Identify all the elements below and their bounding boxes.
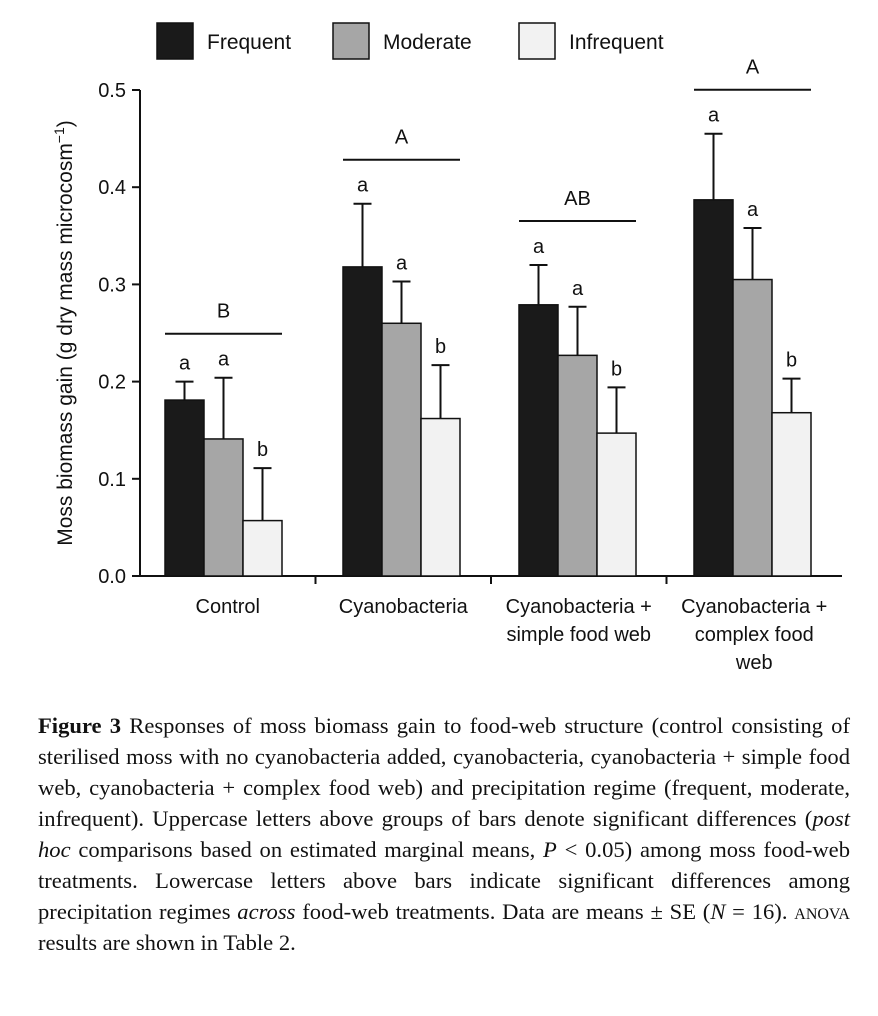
figure-caption: Figure 3 Responses of moss biomass gain …	[38, 710, 850, 958]
group-letter: A	[746, 57, 760, 79]
y-tick-label: 0.5	[98, 80, 126, 102]
group-letter: A	[395, 127, 409, 149]
y-axis-label: Moss biomass gain (g dry mass microcosm−…	[51, 120, 77, 546]
x-category-label: web	[735, 652, 773, 674]
caption-label: Figure 3	[38, 713, 122, 738]
bar-infrequent	[596, 432, 637, 577]
significance-letters: a a b Ba a b Aa a b AB a a b A	[165, 57, 811, 461]
x-axis: Control Cyanobacteria Cyanobacteria + simpl…	[140, 575, 842, 674]
bar-letter: a	[533, 236, 545, 258]
bar-letter: a	[218, 349, 230, 371]
legend-label: Frequent	[207, 31, 291, 54]
bar-moderate	[557, 354, 598, 577]
legend: Frequent Moderate Infrequent	[156, 22, 664, 60]
x-category-label: Cyanobacteria +	[506, 596, 652, 618]
bars	[164, 132, 812, 577]
bar-infrequent	[420, 417, 461, 577]
bar-letter: b	[257, 439, 268, 461]
y-tick-label: 0.2	[98, 372, 126, 394]
bar-letter: b	[786, 350, 797, 372]
x-category-label: complex food	[695, 624, 814, 646]
bar-letter: b	[435, 336, 446, 358]
y-tick-label: 0.1	[98, 469, 126, 491]
group-letter: B	[217, 301, 230, 323]
legend-label: Moderate	[383, 31, 472, 54]
caption-italic-1: post hoc	[38, 806, 850, 862]
y-tick-label: 0.4	[98, 177, 126, 199]
bar-chart: Frequent Moderate Infrequent 0.00.10.20.30…	[51, 22, 842, 674]
bar-letter: a	[396, 252, 408, 274]
legend-swatch-moderate	[332, 22, 370, 60]
caption-italic-3: across	[237, 899, 296, 924]
y-axis-label-group: Moss biomass gain (g dry mass microcosm−…	[51, 120, 77, 546]
caption-text-6: results are shown in Table 2.	[38, 930, 296, 955]
caption-text-4: food-web treatments. Data are means ± SE…	[295, 899, 711, 924]
bar-frequent	[164, 399, 205, 577]
y-tick-label: 0.3	[98, 274, 126, 296]
caption-italic-4: N	[710, 899, 726, 924]
legend-swatch-frequent	[156, 22, 194, 60]
x-category-label: Cyanobacteria	[339, 596, 469, 618]
bar-letter: a	[747, 199, 759, 221]
caption-text-1: Responses of moss biomass gain to food-w…	[38, 713, 850, 831]
bar-frequent	[518, 304, 559, 577]
caption-smallcaps: anova	[794, 899, 850, 924]
group-letter: AB	[564, 188, 591, 210]
bar-letter: a	[357, 175, 369, 197]
bar-infrequent	[242, 519, 283, 577]
bar-frequent	[342, 266, 383, 577]
bar-moderate	[203, 438, 244, 577]
caption-text-2: comparisons based on estimated marginal …	[70, 837, 544, 862]
caption-text-3: < 0.05) among moss food-web treatments. …	[38, 837, 851, 924]
bar-frequent	[693, 199, 734, 577]
bar-infrequent	[771, 411, 812, 577]
x-category-label: Cyanobacteria +	[681, 596, 827, 618]
bar-letter: a	[572, 278, 584, 300]
legend-swatch-infrequent	[518, 22, 556, 60]
caption-italic-2: P	[543, 837, 557, 862]
bar-moderate	[732, 278, 773, 577]
bar-letter: b	[611, 358, 622, 380]
legend-label: Infrequent	[569, 31, 664, 54]
x-category-label: Control	[196, 596, 260, 618]
bar-moderate	[381, 322, 422, 577]
bar-letter: a	[708, 105, 720, 127]
y-tick-label: 0.0	[98, 566, 126, 588]
y-axis: 0.0 0.1 0.2 0.3 0.4 0.5	[98, 80, 141, 588]
x-category-label: simple food web	[506, 624, 651, 646]
caption-text-5: = 16).	[725, 899, 795, 924]
bar-letter: a	[179, 353, 191, 375]
